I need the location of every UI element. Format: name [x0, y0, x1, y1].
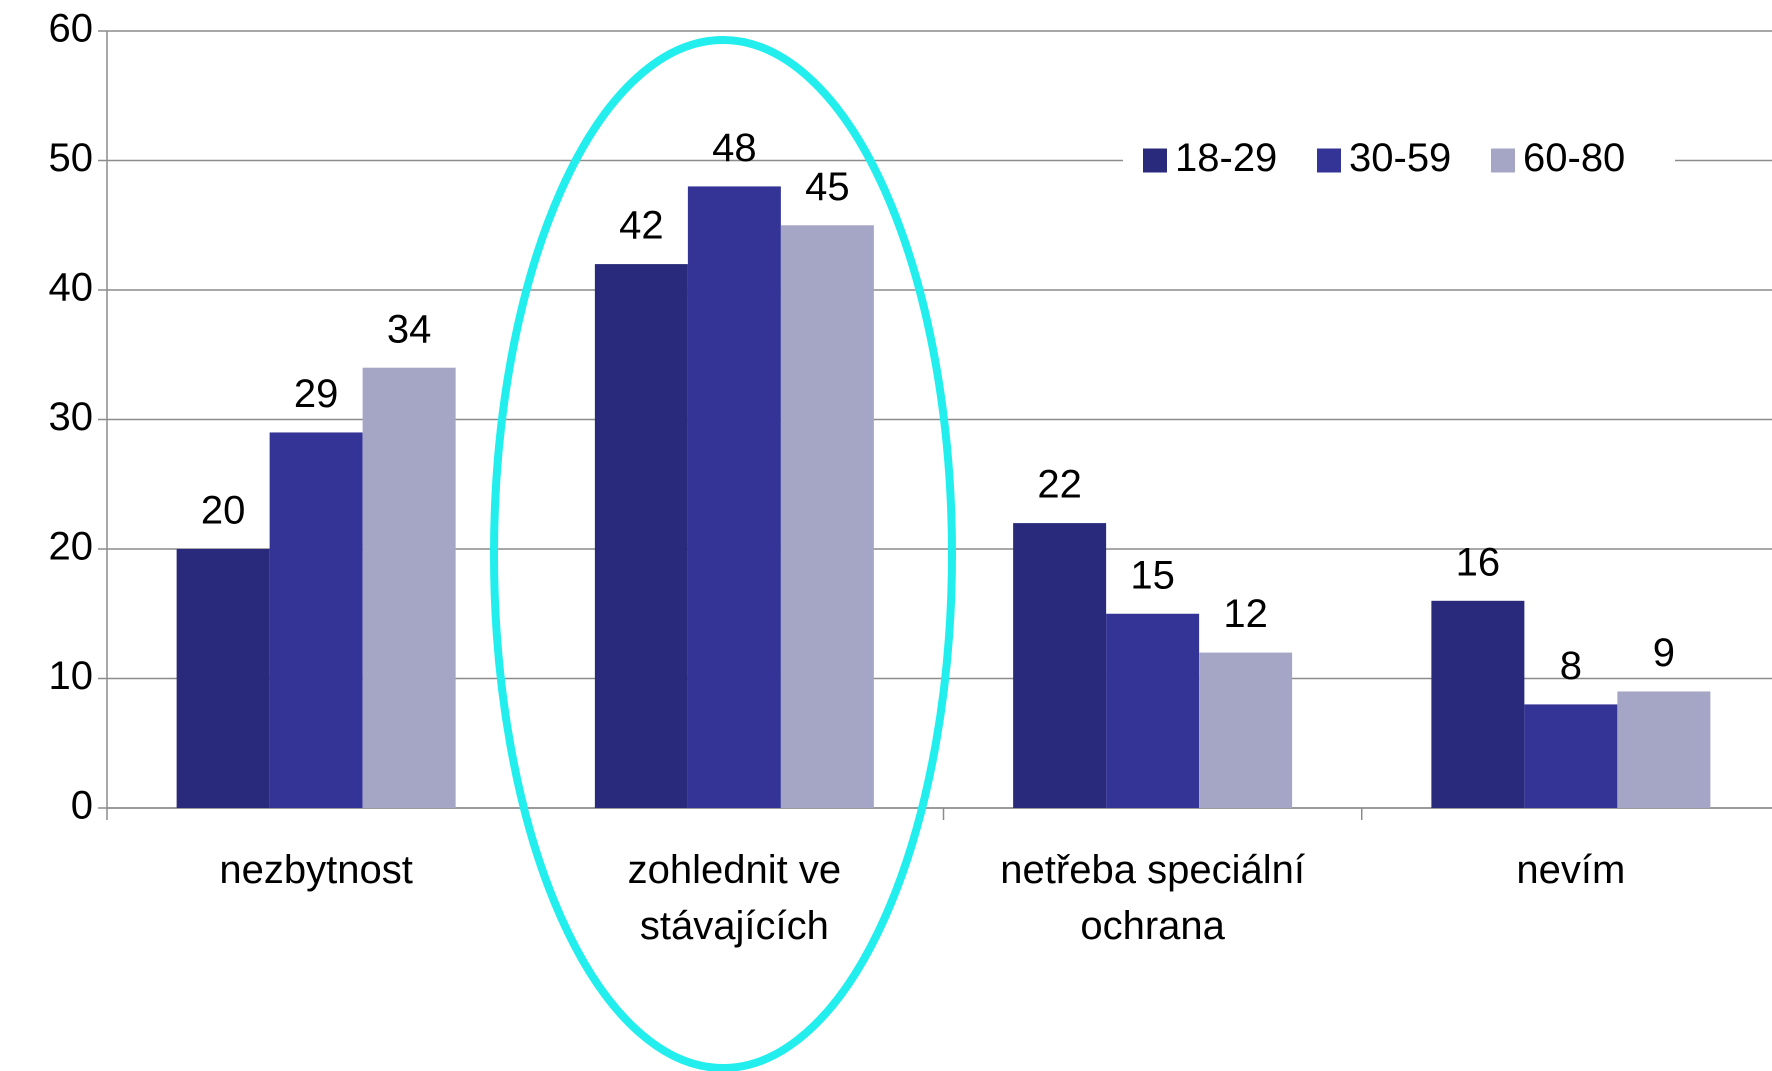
y-tick-label: 0	[71, 784, 93, 828]
data-label: 45	[805, 165, 850, 209]
y-tick-label: 30	[49, 395, 94, 439]
bar	[1199, 652, 1293, 808]
x-tick-label: nezbytnost	[219, 848, 413, 892]
legend-label: 18-29	[1175, 136, 1277, 180]
bar	[176, 549, 270, 808]
legend-swatch	[1317, 148, 1341, 173]
y-tick-label: 20	[49, 525, 94, 569]
bar	[362, 367, 456, 808]
x-tick-label: zohlednit ve stávajících	[627, 848, 842, 948]
bar	[687, 186, 781, 808]
x-tick-label: netřeba speciální ochrana	[1000, 848, 1305, 948]
data-label: 20	[201, 489, 246, 533]
data-label: 15	[1130, 553, 1175, 597]
legend-label: 30-59	[1349, 136, 1451, 180]
bar	[1524, 704, 1618, 808]
legend-swatch	[1491, 148, 1515, 173]
y-tick-label: 40	[49, 266, 94, 310]
bar	[269, 432, 363, 808]
data-label: 12	[1223, 592, 1268, 636]
x-tick-label: nevím	[1516, 848, 1626, 892]
legend-label: 60-80	[1523, 136, 1625, 180]
y-tick-label: 10	[49, 654, 94, 698]
data-label: 8	[1560, 644, 1582, 688]
bar	[1431, 600, 1525, 808]
data-label: 29	[294, 372, 339, 416]
legend-swatch	[1143, 148, 1167, 173]
highlight-ellipse	[490, 36, 956, 1071]
bar	[1013, 523, 1107, 808]
y-tick-label: 60	[49, 7, 94, 51]
data-label: 22	[1037, 463, 1082, 507]
bar	[594, 264, 688, 809]
data-label: 9	[1653, 631, 1675, 675]
data-label: 34	[387, 307, 432, 351]
data-label: 48	[712, 126, 757, 170]
bar	[1106, 613, 1200, 808]
bar	[780, 225, 874, 808]
data-label: 16	[1456, 540, 1501, 584]
legend-background	[1123, 130, 1675, 191]
y-tick-label: 50	[49, 136, 94, 180]
data-label: 42	[619, 204, 664, 248]
bar	[1617, 691, 1711, 808]
